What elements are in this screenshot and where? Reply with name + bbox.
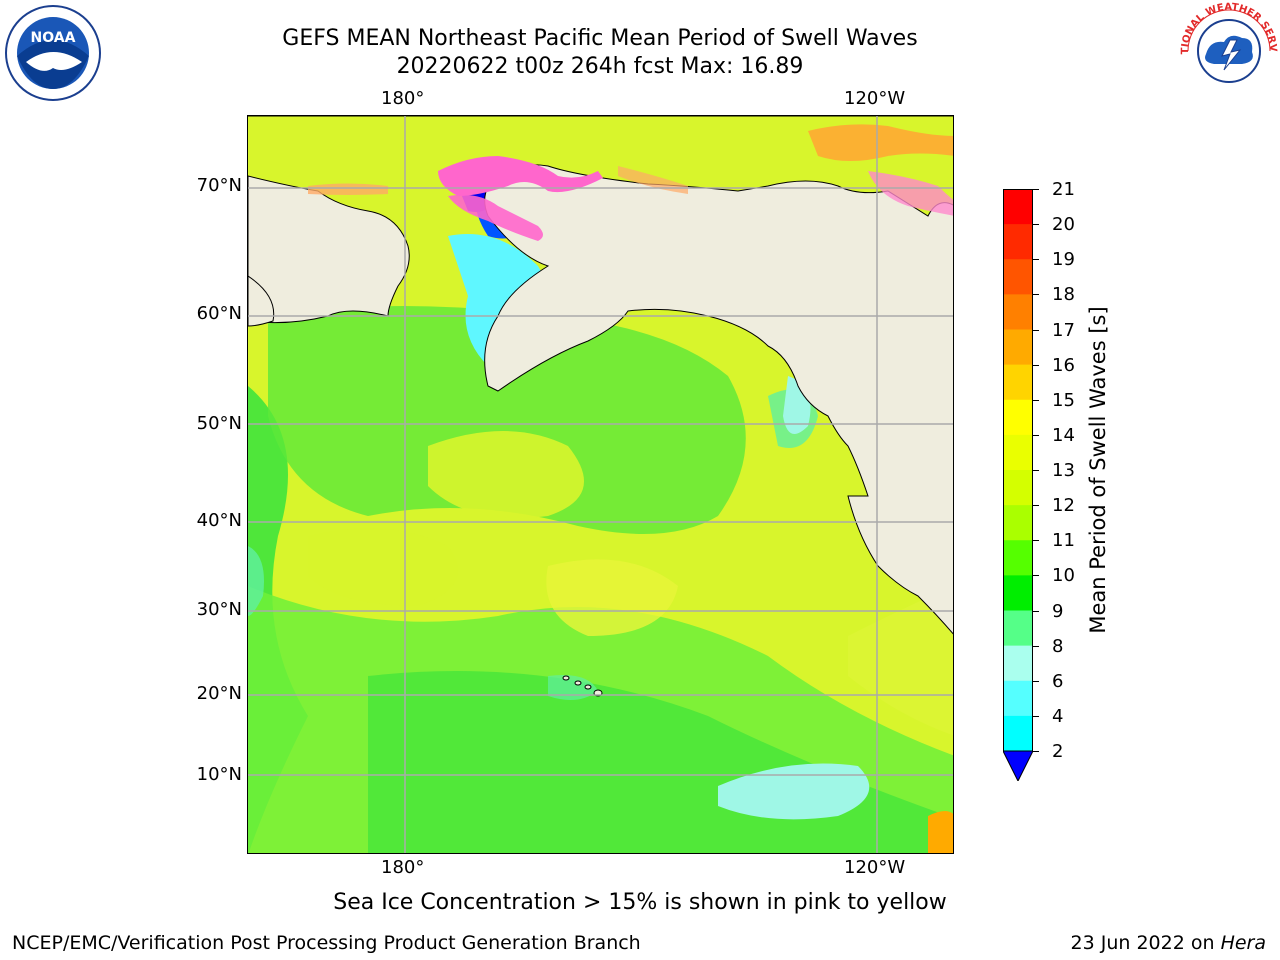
- colorbar-tick-mark: [1033, 259, 1039, 261]
- graticule: [248, 116, 953, 853]
- colorbar-tick-label: 13: [1052, 460, 1075, 481]
- lat-label-10n: 10°N: [196, 764, 242, 785]
- colorbar-tick-mark: [1033, 364, 1039, 366]
- colorbar-tick-label: 9: [1052, 600, 1064, 622]
- footer-right: 23 Jun 2022 on Hera: [1071, 932, 1266, 954]
- lon-label-top-120w: 120°W: [844, 88, 906, 109]
- colorbar-tick-mark: [1033, 329, 1039, 331]
- colorbar-band: [1003, 329, 1033, 366]
- colorbar-tick-label: 11: [1052, 530, 1075, 552]
- colorbar-tick-mark: [1033, 189, 1039, 190]
- colorbar-band: [1003, 189, 1033, 225]
- colorbar-tick-mark: [1033, 751, 1039, 752]
- colorbar-tick-label: 4: [1052, 705, 1064, 727]
- colorbar-band: [1003, 575, 1033, 611]
- svg-text:NOAA: NOAA: [31, 30, 76, 46]
- colorbar-tick-label: 18: [1052, 284, 1075, 306]
- colorbar-band: [1003, 470, 1033, 506]
- lat-label-40n: 40°N: [196, 510, 242, 531]
- colorbar-tick-label: 2: [1052, 741, 1064, 762]
- lon-label-bottom-120w: 120°W: [844, 857, 906, 878]
- noaa-logo: NOAA: [4, 4, 102, 102]
- footer-left: NCEP/EMC/Verification Post Processing Pr…: [12, 932, 641, 954]
- colorbar-band: [1003, 680, 1033, 717]
- colorbar-tick-mark: [1033, 680, 1039, 682]
- colorbar-band: [1003, 259, 1033, 295]
- colorbar-tick-mark: [1033, 294, 1039, 296]
- chart-subtitle: 20220622 t00z 264h fcst Max: 16.89: [396, 54, 804, 79]
- colorbar-tick-mark: [1033, 505, 1039, 507]
- sea-ice-note: Sea Ice Concentration > 15% is shown in …: [333, 890, 947, 915]
- colorbar-tick-label: 8: [1052, 635, 1064, 657]
- colorbar-band: [1003, 645, 1033, 682]
- colorbar-band: [1003, 399, 1033, 436]
- colorbar-tick-mark: [1033, 540, 1039, 542]
- colorbar-tick-label: 15: [1052, 389, 1075, 411]
- lat-label-30n: 30°N: [196, 599, 242, 620]
- colorbar-tick-mark: [1033, 399, 1039, 401]
- lat-label-20n: 20°N: [196, 683, 242, 704]
- colorbar-band: [1003, 294, 1033, 330]
- colorbar-tick-mark: [1033, 715, 1039, 717]
- colorbar-tick-label: 20: [1052, 214, 1075, 236]
- colorbar-outline: [1003, 189, 1033, 752]
- colorbar-ticks: 21 20 19 18 17 16 15 14 13 12 11 10 9 8 6 4 2: [1033, 179, 1112, 779]
- colorbar-tick-mark: [1033, 470, 1039, 471]
- colorbar-band: [1003, 434, 1033, 471]
- colorbar-band: [1003, 364, 1033, 401]
- lat-label-70n: 70°N: [196, 175, 242, 196]
- colorbar-tick-label: 19: [1052, 249, 1075, 271]
- colorbar: [1002, 189, 1034, 783]
- colorbar-band: [1003, 505, 1033, 541]
- lon-label-top-180: 180°: [381, 88, 425, 109]
- colorbar-band: [1003, 224, 1033, 260]
- lon-label-bottom-180: 180°: [381, 857, 425, 878]
- colorbar-tick-label: 21: [1052, 179, 1075, 200]
- nws-logo: NATIONAL WEATHER SERVICE: [1176, 0, 1278, 100]
- footer-date: 23 Jun 2022 on: [1070, 932, 1221, 954]
- colorbar-tick-mark: [1033, 434, 1039, 436]
- colorbar-tick-mark: [1033, 610, 1039, 612]
- colorbar-band: [1003, 610, 1033, 647]
- colorbar-band: [1003, 715, 1033, 752]
- colorbar-band: [1003, 540, 1033, 576]
- colorbar-tick-label: 16: [1052, 354, 1075, 376]
- colorbar-tick-mark: [1033, 224, 1039, 226]
- hawaii-islands: [562, 675, 603, 697]
- colorbar-tick-label: 10: [1052, 565, 1075, 587]
- colorbar-tick-label: 17: [1052, 319, 1075, 341]
- lat-label-60n: 60°N: [196, 303, 242, 324]
- lat-label-50n: 50°N: [196, 413, 242, 434]
- colorbar-tick-label: 14: [1052, 424, 1075, 446]
- chart-title: GEFS MEAN Northeast Pacific Mean Period …: [282, 26, 918, 51]
- colorbar-tick-label: 6: [1052, 670, 1064, 692]
- colorbar-tick-mark: [1033, 575, 1039, 577]
- colorbar-tick-mark: [1033, 645, 1039, 647]
- colorbar-extend-triangle: [1002, 750, 1034, 783]
- map-panel: [247, 115, 954, 854]
- colorbar-tick-label: 12: [1052, 495, 1075, 517]
- footer-host: Hera: [1220, 932, 1266, 954]
